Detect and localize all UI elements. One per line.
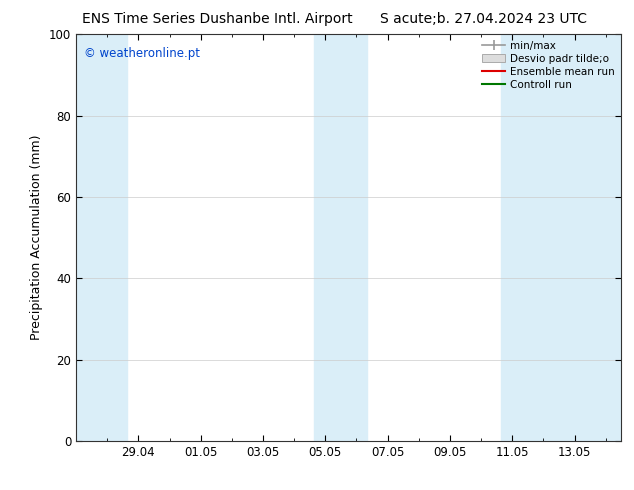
Text: S acute;b. 27.04.2024 23 UTC: S acute;b. 27.04.2024 23 UTC	[380, 12, 587, 26]
Bar	[76, 34, 127, 441]
Legend: min/max, Desvio padr tilde;o, Ensemble mean run, Controll run: min/max, Desvio padr tilde;o, Ensemble m…	[478, 36, 619, 94]
Bar	[501, 34, 621, 441]
Y-axis label: Precipitation Accumulation (mm): Precipitation Accumulation (mm)	[30, 135, 43, 341]
Text: © weatheronline.pt: © weatheronline.pt	[84, 47, 200, 59]
Text: ENS Time Series Dushanbe Intl. Airport: ENS Time Series Dushanbe Intl. Airport	[82, 12, 353, 26]
Bar	[314, 34, 367, 441]
